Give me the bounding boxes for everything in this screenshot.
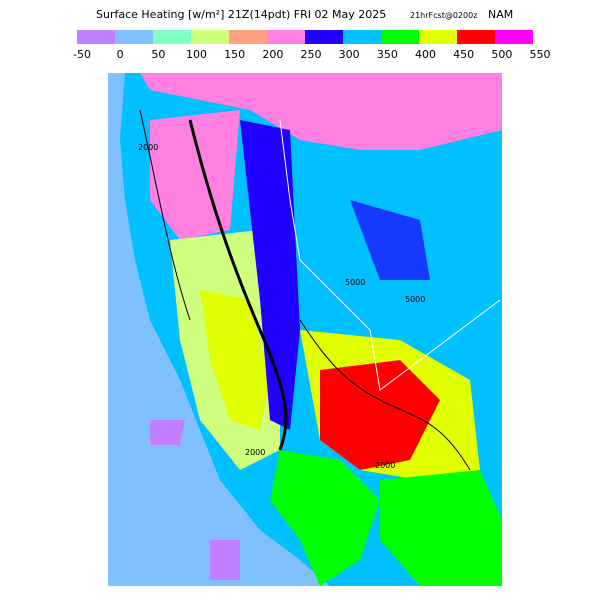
colorbar-swatch: [419, 30, 457, 44]
region: [380, 470, 502, 586]
colorbar-label: 0: [117, 48, 124, 61]
region: [140, 73, 502, 150]
colorbar-label: -50: [73, 48, 91, 61]
model-label: NAM: [488, 8, 513, 21]
colorbar-swatch: [457, 30, 495, 44]
colorbar-label: 400: [415, 48, 436, 61]
colorbar-swatch: [229, 30, 267, 44]
colorbar-label: 150: [224, 48, 245, 61]
state-border: [279, 119, 501, 391]
colorbar-swatch: [153, 30, 191, 44]
colorbar-label: 250: [301, 48, 322, 61]
colorbar-label: 50: [151, 48, 165, 61]
region: [240, 120, 300, 430]
region: [150, 420, 185, 445]
contour-label: 5000: [345, 278, 365, 287]
region: [150, 110, 240, 240]
map: 2000 5000 5000 2000 2000: [108, 73, 502, 586]
contour: [188, 119, 288, 451]
region: [210, 540, 240, 580]
colorbar: -50 0 50 100 150 200 250 300 350 400 450 500 550: [73, 30, 551, 61]
colorbar-label: 500: [491, 48, 512, 61]
run-label: 21hrFcst@0200z: [410, 11, 477, 20]
colorbar-swatch: [77, 30, 115, 44]
contour-label: 5000: [405, 295, 425, 304]
colorbar-label: 100: [186, 48, 207, 61]
colorbar-swatch: [267, 30, 305, 44]
colorbar-label: 300: [339, 48, 360, 61]
colorbar-swatch: [191, 30, 229, 44]
contour: [299, 319, 471, 471]
contour-label: 2000: [245, 448, 265, 457]
region: [350, 200, 430, 280]
region: [270, 450, 380, 586]
colorbar-swatch: [115, 30, 153, 44]
contour-label: 2000: [375, 461, 395, 470]
colorbar-label: 450: [453, 48, 474, 61]
colorbar-swatch: [381, 30, 419, 44]
colorbar-swatch: [305, 30, 343, 44]
contour: [139, 109, 191, 321]
region: [320, 360, 440, 470]
colorbar-swatch: [343, 30, 381, 44]
colorbar-swatch: [495, 30, 533, 44]
title: Surface Heating [w/m²] 21Z(14pdt) FRI 02…: [96, 8, 386, 21]
region: [200, 290, 270, 430]
colorbar-label: 200: [262, 48, 283, 61]
contour-label: 2000: [138, 143, 158, 152]
colorbar-label: 350: [377, 48, 398, 61]
colorbar-label: 550: [530, 48, 551, 61]
